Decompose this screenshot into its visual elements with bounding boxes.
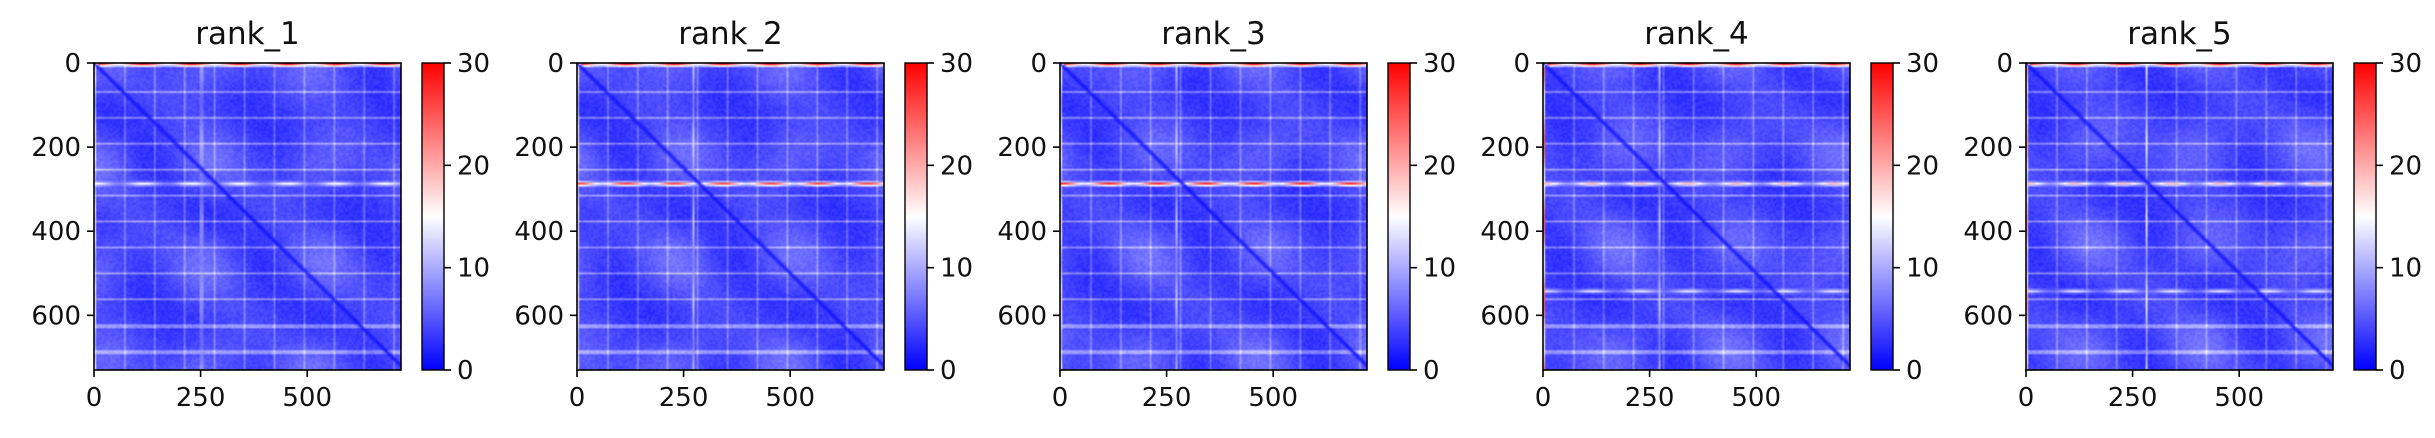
- y-tick-label: 0: [1030, 49, 1047, 79]
- colorbar-tick-label: 0: [1906, 356, 1923, 386]
- colorbar-tick-label: 10: [2389, 254, 2422, 284]
- colorbar-tick-label: 30: [940, 49, 973, 79]
- y-tick-label: 200: [1480, 133, 1530, 163]
- y-tick-label: 400: [31, 217, 81, 247]
- colorbar-tick-label: 10: [457, 254, 490, 284]
- y-tick-label: 0: [1996, 49, 2013, 79]
- heatmap-image: [2026, 63, 2333, 370]
- axes-frame: [2025, 62, 2334, 371]
- colorbar-tick-label: 0: [2389, 356, 2406, 386]
- x-tick-label: 250: [1142, 383, 1192, 413]
- y-tick-label: 600: [1480, 301, 1530, 331]
- chart-title: rank_4: [1644, 16, 1749, 52]
- colorbar-tick-label: 20: [1906, 151, 1939, 181]
- colorbar-tick-label: 30: [2389, 49, 2422, 79]
- colorbar-tick-label: 20: [457, 151, 490, 181]
- colorbar-tick-label: 0: [1423, 356, 1440, 386]
- colorbar: [422, 63, 444, 370]
- colorbar-tick-label: 0: [940, 356, 957, 386]
- colorbar-tick-label: 0: [457, 356, 474, 386]
- colorbar-tick-label: 20: [2389, 151, 2422, 181]
- y-tick-label: 600: [1963, 301, 2013, 331]
- colorbar-tick-label: 20: [1423, 151, 1456, 181]
- heatmap-panel-5: rank_5 0 250 500 0 200 400 600 0 10 20 30: [1963, 16, 2422, 413]
- x-tick-label: 250: [2108, 383, 2158, 413]
- x-tick-label: 250: [176, 383, 226, 413]
- x-tick-label: 500: [1248, 383, 1298, 413]
- heatmap-image: [94, 63, 401, 370]
- x-tick-label: 0: [2018, 383, 2035, 413]
- heatmap-panel-4: rank_4 0 250 500 0 200 400 600 0 10 20 30: [1480, 16, 1939, 413]
- y-tick-label: 200: [1963, 133, 2013, 163]
- heatmap-panel-2: rank_2 0 250 500 0 200 400 600 0 10 20 30: [514, 16, 973, 413]
- chart-title: rank_3: [1161, 16, 1266, 52]
- heatmap-image: [1060, 63, 1367, 370]
- colorbar-frame: [2353, 62, 2377, 371]
- colorbar: [905, 63, 927, 370]
- chart-title: rank_1: [195, 16, 300, 52]
- colorbar-frame: [1387, 62, 1411, 371]
- y-tick-label: 0: [1513, 49, 1530, 79]
- x-tick-label: 0: [1052, 383, 1069, 413]
- colorbar-tick-label: 10: [1906, 254, 1939, 284]
- x-tick-label: 0: [1535, 383, 1552, 413]
- y-tick-label: 400: [514, 217, 564, 247]
- colorbar: [1388, 63, 1410, 370]
- x-tick-label: 500: [282, 383, 332, 413]
- axes-frame: [576, 62, 885, 371]
- y-tick-label: 0: [547, 49, 564, 79]
- heatmap-image: [1543, 63, 1850, 370]
- colorbar-tick-label: 10: [1423, 254, 1456, 284]
- y-tick-label: 200: [514, 133, 564, 163]
- colorbar-tick-label: 30: [1423, 49, 1456, 79]
- y-tick-label: 400: [1963, 217, 2013, 247]
- x-tick-label: 500: [765, 383, 815, 413]
- x-tick-label: 250: [1625, 383, 1675, 413]
- heatmap-panel-1: rank_1 0 250 500 0 200 400 600 0 10 20 30: [31, 16, 490, 413]
- colorbar-frame: [904, 62, 928, 371]
- heatmap-image: [577, 63, 884, 370]
- colorbar-tick-label: 10: [940, 254, 973, 284]
- x-tick-label: 0: [569, 383, 586, 413]
- heatmap-panel-3: rank_3 0 250 500 0 200 400 600 0 10 20 30: [997, 16, 1456, 413]
- y-tick-label: 600: [997, 301, 1047, 331]
- colorbar-tick-label: 20: [940, 151, 973, 181]
- colorbar: [1871, 63, 1893, 370]
- colorbar-tick-label: 30: [1906, 49, 1939, 79]
- colorbar: [2354, 63, 2376, 370]
- x-tick-label: 500: [2214, 383, 2264, 413]
- colorbar-tick-label: 30: [457, 49, 490, 79]
- axes-frame: [1542, 62, 1851, 371]
- axes-frame: [93, 62, 402, 371]
- y-tick-label: 600: [31, 301, 81, 331]
- chart-title: rank_5: [2127, 16, 2232, 52]
- x-tick-label: 500: [1731, 383, 1781, 413]
- y-tick-label: 200: [31, 133, 81, 163]
- y-tick-label: 0: [64, 49, 81, 79]
- colorbar-frame: [421, 62, 445, 371]
- x-tick-label: 250: [659, 383, 709, 413]
- y-tick-label: 600: [514, 301, 564, 331]
- x-tick-label: 0: [86, 383, 103, 413]
- y-tick-label: 400: [997, 217, 1047, 247]
- y-tick-label: 400: [1480, 217, 1530, 247]
- chart-title: rank_2: [678, 16, 783, 52]
- axes-frame: [1059, 62, 1368, 371]
- colorbar-frame: [1870, 62, 1894, 371]
- y-tick-label: 200: [997, 133, 1047, 163]
